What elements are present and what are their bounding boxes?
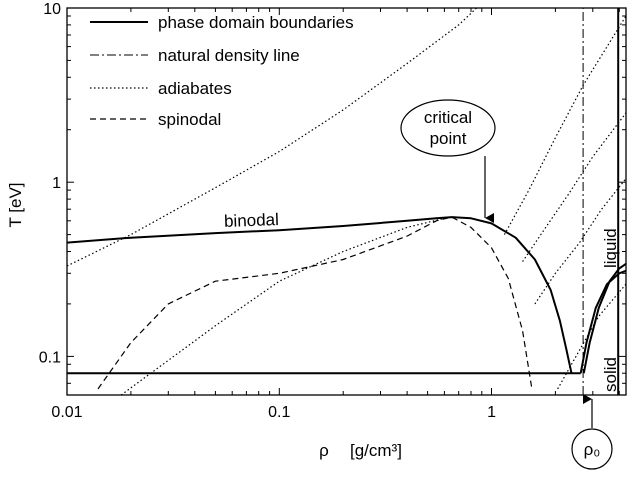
rho0-callout: ρ₀ — [571, 394, 613, 470]
series-line-dotted-9 — [503, 15, 626, 235]
legend: phase domain boundaries natural density … — [90, 13, 354, 129]
rho0-ellipse — [571, 428, 613, 470]
x-tick-label: 0.01 — [51, 404, 82, 421]
legend-label-phase-boundaries: phase domain boundaries — [158, 13, 354, 32]
critical-point-ellipse — [400, 99, 496, 157]
legend-label-spinodal: spinodal — [158, 110, 221, 129]
x-tick-label: 0.1 — [268, 404, 290, 421]
x-tick-label: 1 — [487, 404, 496, 421]
series-line-solid-2 — [579, 269, 626, 374]
series-line-solid-3 — [582, 262, 626, 374]
legend-label-natural-density: natural density line — [158, 46, 300, 65]
plot-frame — [66, 7, 627, 396]
y-tick-label: 1 — [52, 175, 61, 192]
series-line-dashed-6 — [97, 216, 533, 390]
x-axis-unit: [g/cm³] — [350, 441, 402, 460]
y-tick-label: 0.1 — [39, 349, 61, 366]
critical-point-label: critical point — [424, 108, 472, 148]
series-line-solid-0 — [67, 216, 573, 374]
y-tick-label: 10 — [43, 1, 61, 18]
series-line-dotted-12 — [557, 283, 626, 390]
solid-label: solid — [601, 357, 620, 392]
x-axis-symbol: ρ — [319, 441, 329, 460]
series-line-dotted-8 — [120, 217, 445, 395]
axis-ticks: 0.01 0.1 1 0.1 1 10 — [39, 1, 626, 421]
liquid-label: liquid — [601, 228, 620, 268]
series-line-dotted-10 — [522, 112, 626, 262]
y-axis-title: T [eV] — [6, 182, 25, 227]
series-layer — [67, 8, 626, 395]
legend-label-adiabates: adiabates — [158, 79, 232, 98]
critical-point-callout: critical point — [400, 99, 496, 223]
rho0-label: ρ₀ — [584, 440, 601, 459]
series-line-dotted-11 — [534, 178, 626, 305]
binodal-label: binodal — [224, 210, 279, 231]
